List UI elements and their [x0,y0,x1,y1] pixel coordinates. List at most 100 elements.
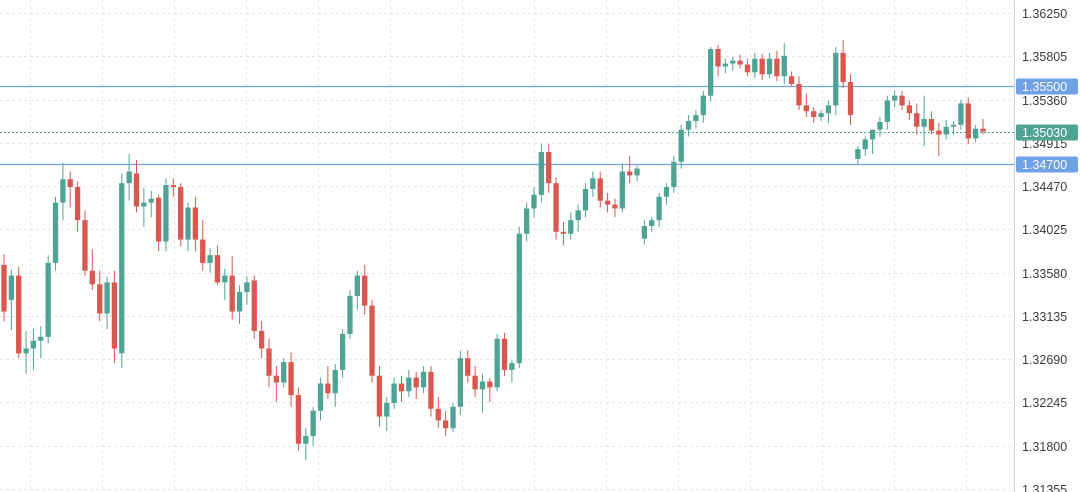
candle [892,90,898,108]
candle-body [899,95,905,106]
y-tick-label: 1.32245 [1022,396,1067,410]
candle [516,226,522,368]
candle [97,270,103,322]
candle-body [126,171,132,184]
candle-body [82,220,88,271]
candle-body [450,406,456,429]
candle [23,330,29,374]
candle [60,162,66,221]
candle [612,198,618,218]
candle [663,183,670,205]
candle [1,254,7,322]
candle-body [23,348,29,354]
candle [869,129,876,155]
candle-body [192,207,199,240]
candle [236,285,243,325]
candle [273,365,280,402]
candle [332,364,338,407]
candle-body [178,187,184,240]
candle-body [406,377,412,392]
candle [126,154,132,201]
candle-body [972,128,979,139]
candle-body [435,408,441,421]
candle [178,183,184,247]
candle-body [811,111,817,118]
candle-body [472,375,478,390]
candle-body [840,52,846,83]
candle [847,74,854,125]
y-tick-label: 1.32690 [1022,353,1067,367]
candle-body [30,340,37,349]
candle-body [52,202,59,263]
candle [170,178,176,197]
candle [796,76,802,111]
candle-body [229,275,235,312]
y-tick-label: 1.36250 [1022,7,1067,21]
candle-body [892,95,898,101]
candle [413,371,419,400]
candle-body [1,264,7,312]
candle-body [597,178,603,201]
candle [604,192,611,213]
candle [523,202,530,242]
candle [200,220,206,271]
candle-body [627,171,633,176]
candle-body [479,381,486,390]
candle [111,270,118,364]
candle [627,155,633,184]
candle [450,402,456,433]
candle [546,144,552,193]
candle [509,360,515,383]
price-badge [1016,156,1078,173]
candle-body [568,220,574,234]
candle [737,54,743,69]
candle-body [781,55,787,77]
candle [479,373,486,413]
candle [950,120,957,135]
candle-body [141,202,147,207]
candle [317,377,324,421]
candle [531,187,537,218]
candle-body [67,179,73,188]
candle-body [796,83,802,106]
candle-body [16,275,22,354]
candle-body [612,204,618,209]
candle-body [847,82,854,116]
candle-body [759,58,765,75]
candle-body [398,383,405,392]
candle-body [317,383,324,411]
candle [656,192,662,227]
y-tick-label: 1.35805 [1022,50,1067,64]
candle-body [163,185,169,242]
candle [325,365,331,400]
candle-body [428,371,434,409]
candle [207,248,213,273]
candle-body [214,255,221,283]
candle [45,255,51,344]
y-tick-label: 1.35360 [1022,94,1067,108]
candle-body [619,171,625,209]
candle [501,332,508,376]
candle-body [766,58,773,75]
candle [258,321,265,359]
candle-body [531,194,537,209]
candle [553,177,559,240]
grid-layer [0,0,1014,492]
candle-body [671,161,677,188]
candle-body [877,121,883,130]
candle [406,369,412,398]
candle [487,377,493,402]
horizontal-lines-layer [0,85,1014,166]
candle-body [936,130,942,135]
price-badge-label: 1.35500 [1022,80,1067,94]
candle [266,338,272,388]
candle [310,406,316,446]
candle [148,190,154,218]
candle [921,95,927,147]
candle [634,165,640,182]
candle-body [663,187,670,197]
price-badges-layer: 1.35500 1.34700 1.35030 [1016,78,1078,173]
candle-body [553,183,559,232]
